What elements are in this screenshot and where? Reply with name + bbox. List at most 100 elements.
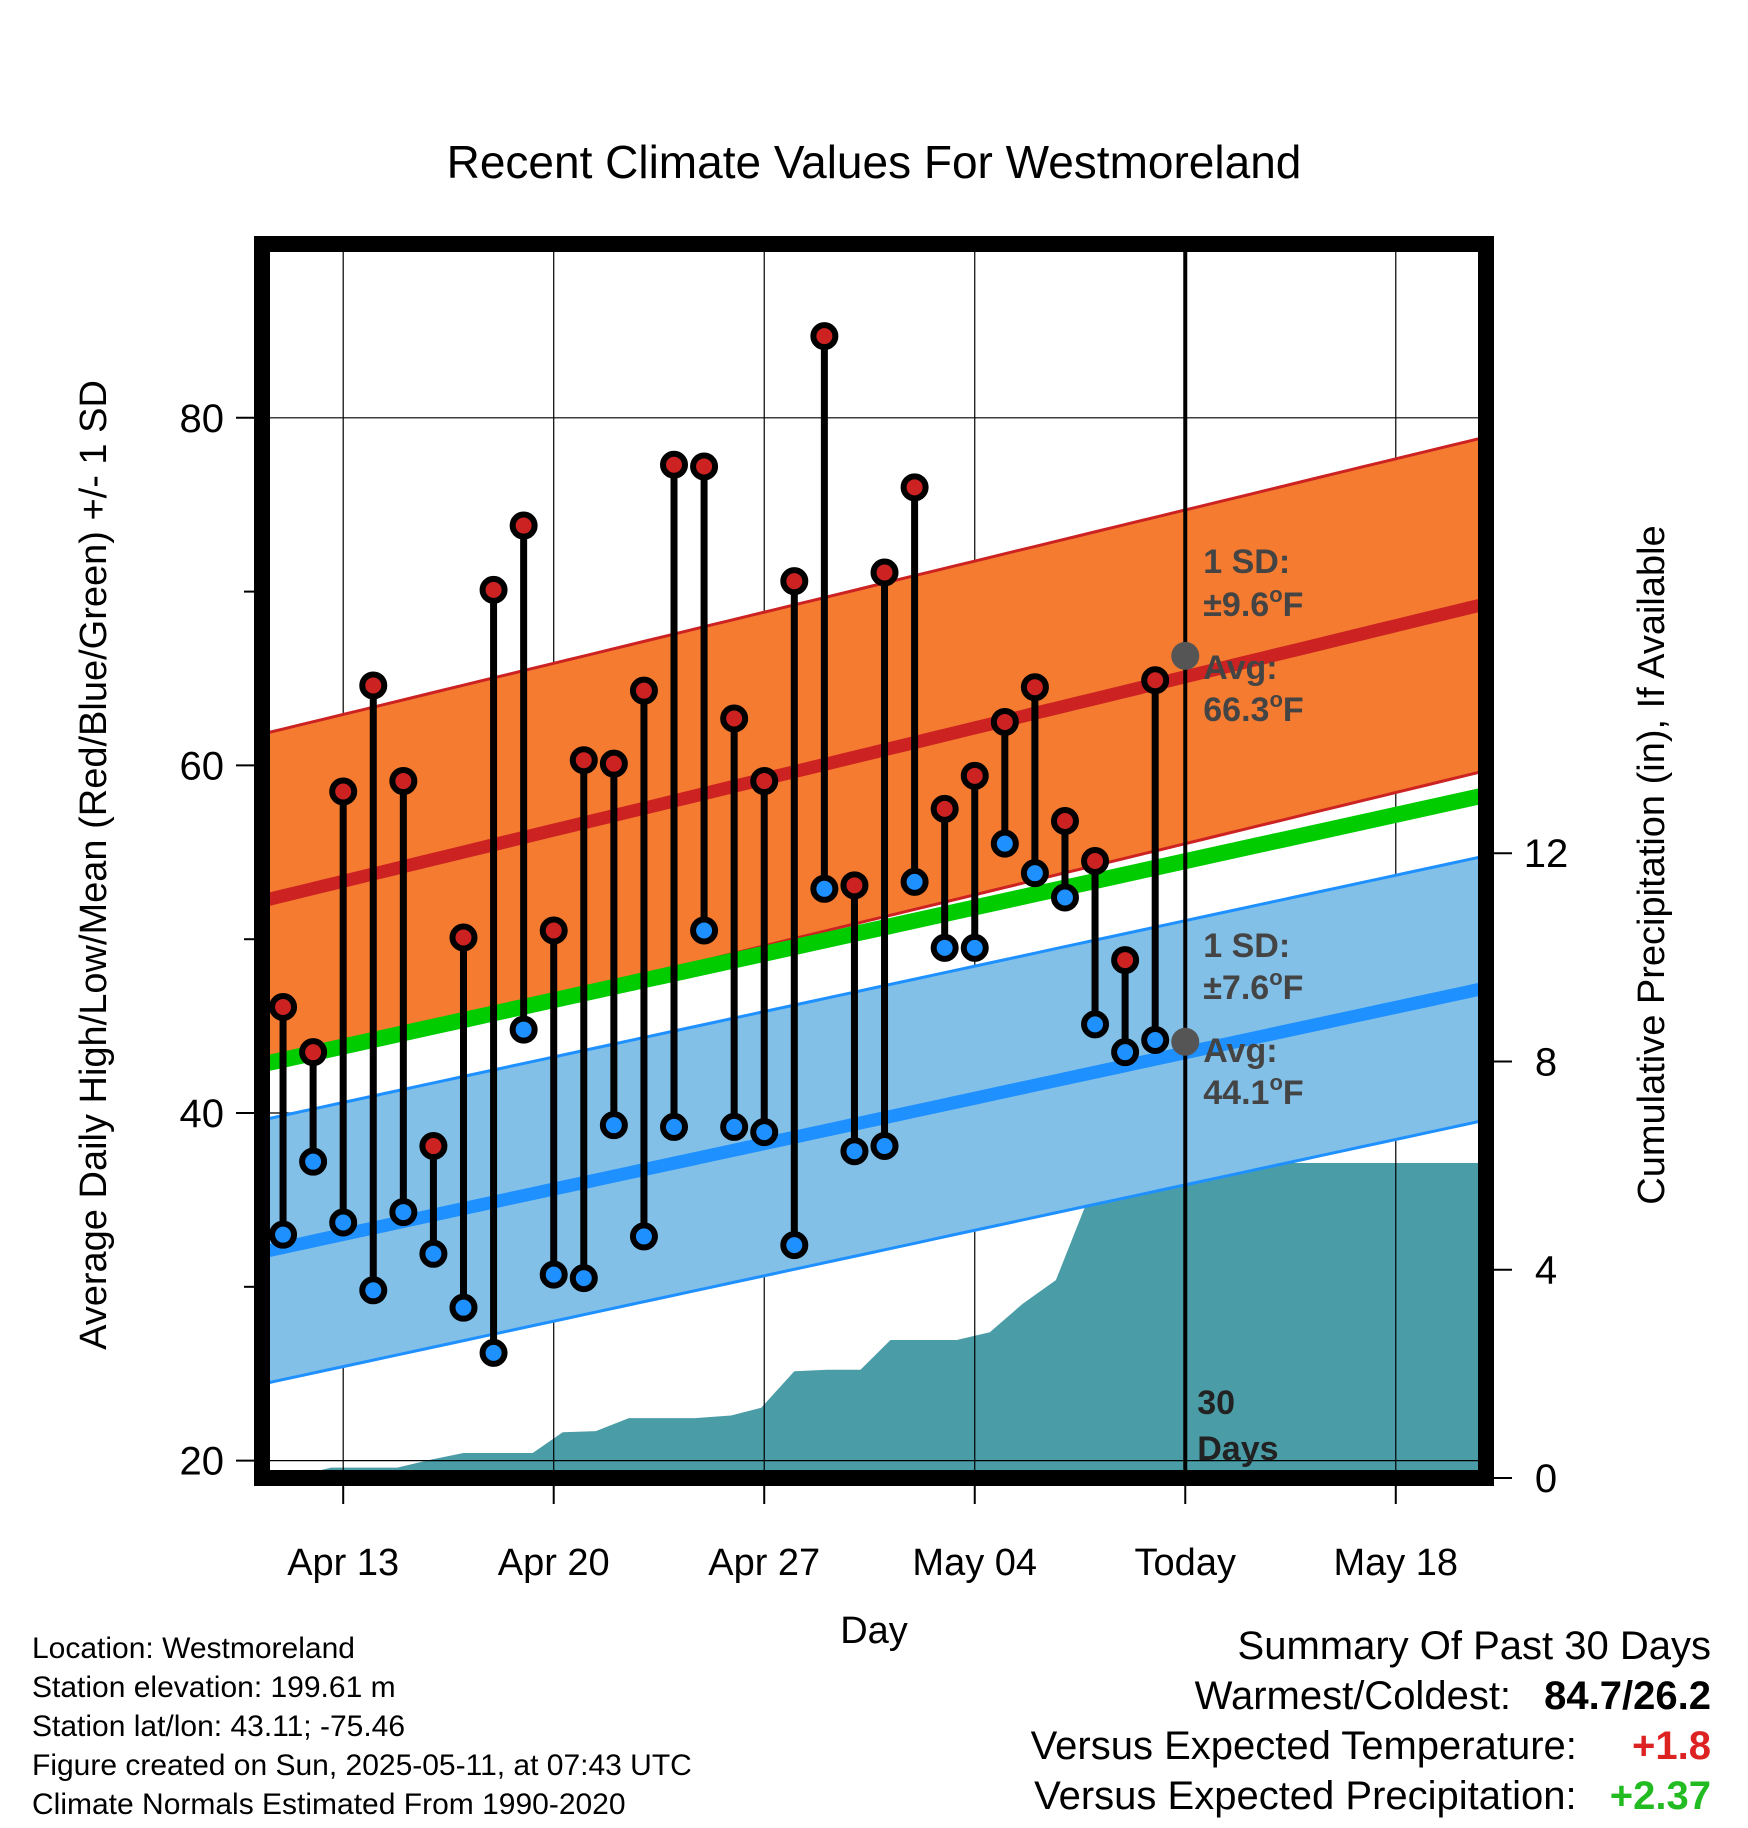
daily-low-point [960,933,989,962]
daily-low-point [599,1111,628,1140]
x-tick-label: May 04 [912,1542,1037,1584]
daily-high-point [810,322,839,351]
daily-low-point [629,1222,658,1251]
daily-high-point [539,916,568,945]
daily-high-point [1050,807,1079,836]
high-sd-label: 1 SD: [1203,543,1290,581]
low-avg-label: Avg: [1203,1032,1277,1070]
daily-low-point [479,1338,508,1367]
daily-high-point [720,704,749,733]
daily-low-point [569,1264,598,1293]
daily-low-point [930,933,959,962]
daily-high-point [419,1132,448,1161]
daily-low-point [1141,1026,1170,1055]
daily-low-point [509,1015,538,1044]
daily-high-point [1020,673,1049,702]
daily-low-point [1020,859,1049,888]
daily-low-point [870,1132,899,1161]
meta-elevation: Station elevation: 199.61 m [32,1671,396,1704]
precip-area [262,1163,1486,1478]
daily-high-point [690,452,719,481]
y2-tick-label: 8 [1535,1040,1557,1084]
normal-high-line [262,597,1486,908]
daily-high-point [629,676,658,705]
y2-tick-label: 4 [1535,1249,1557,1293]
daily-low-point [780,1231,809,1260]
daily-low-point [269,1220,298,1249]
daily-high-point [1111,946,1140,975]
daily-high-point [599,749,628,778]
low-sd-lower-line [262,1118,1486,1386]
y2-tick-label: 0 [1535,1457,1557,1501]
daily-high-point [269,992,298,1021]
daily-low-point [359,1276,388,1305]
daily-high-point [299,1038,328,1067]
x-axis-label: Day [840,1610,908,1652]
x-tick-label: May 18 [1333,1542,1458,1584]
daily-low-point [660,1112,689,1141]
meta-normals: Climate Normals Estimated From 1990-2020 [32,1788,626,1821]
meta-latlon: Station lat/lon: 43.11; -75.46 [32,1710,406,1743]
x-tick-label: Apr 13 [287,1542,399,1584]
meta-location: Location: Westmoreland [32,1632,355,1665]
daily-low-point [1081,1010,1110,1039]
daily-low-point [539,1260,568,1289]
daily-high-point [479,575,508,604]
daily-high-point [930,794,959,823]
summary-precip-label: Versus Expected Precipitation: [1034,1774,1577,1818]
y-tick-label: 80 [180,397,225,441]
y-tick-label: 40 [180,1092,225,1136]
low-avg-value: 44.1oF [1203,1070,1303,1112]
daily-low-point [329,1208,358,1237]
x-tick-label: Apr 27 [708,1542,820,1584]
summary-title: Summary Of Past 30 Days [1237,1624,1711,1668]
summary-warm-cold-label: Warmest/Coldest: [1194,1674,1512,1718]
daily-low-point [900,867,929,896]
daily-high-point [509,511,538,540]
daily-high-point [329,777,358,806]
y-tick-label: 60 [180,744,225,788]
summary-temp: Versus Expected Temperature: +1.8 [1031,1724,1711,1769]
daily-high-point [960,761,989,790]
x-tick-label: Today [1135,1542,1236,1584]
daily-high-point [389,767,418,796]
summary-precip: Versus Expected Precipitation: +2.37 [1034,1774,1711,1819]
low-sd-value: ±7.6oF [1203,965,1303,1007]
daily-low-point [419,1239,448,1268]
y-axis-label: Average Daily High/Low/Mean (Red/Blue/Gr… [73,380,115,1350]
daily-high-point [1081,847,1110,875]
summary-precip-value: +2.37 [1609,1774,1711,1818]
high-sd-upper-line [262,435,1486,736]
daily-low-point [299,1147,328,1176]
summary-warm-cold-value: 84.7/26.2 [1544,1674,1711,1718]
x-tick-label: Apr 20 [498,1542,610,1584]
days-unit-label: Days [1197,1430,1278,1468]
summary-warm-cold: Warmest/Coldest: 84.7/26.2 [1195,1674,1711,1719]
high-avg-label: Avg: [1203,649,1277,687]
meta-created: Figure created on Sun, 2025-05-11, at 07… [32,1749,692,1782]
daily-low-point [990,829,1019,858]
daily-high-point [780,567,809,596]
daily-low-point [750,1118,779,1147]
daily-high-point [660,450,689,479]
plot-frame [254,236,1494,1486]
avg-low-marker [1171,1027,1200,1056]
daily-low-point [449,1293,478,1322]
daily-low-point [840,1137,869,1166]
y2-axis-label: Cumulative Precipitation (in), If Availa… [1631,525,1673,1204]
daily-low-point [690,916,719,945]
daily-high-point [990,707,1019,736]
chart-title: Recent Climate Values For Westmoreland [447,136,1302,188]
daily-low-point [810,874,839,903]
days-count-label: 30 [1197,1384,1235,1422]
y2-tick-label: 12 [1524,832,1569,876]
daily-high-point [750,767,779,796]
daily-high-point [569,746,598,775]
daily-low-point [1111,1038,1140,1067]
high-sd-value: ±9.6oF [1203,582,1303,624]
avg-high-marker [1171,641,1200,670]
daily-high-point [359,671,388,700]
daily-high-point [870,558,899,587]
daily-high-point [449,923,478,952]
